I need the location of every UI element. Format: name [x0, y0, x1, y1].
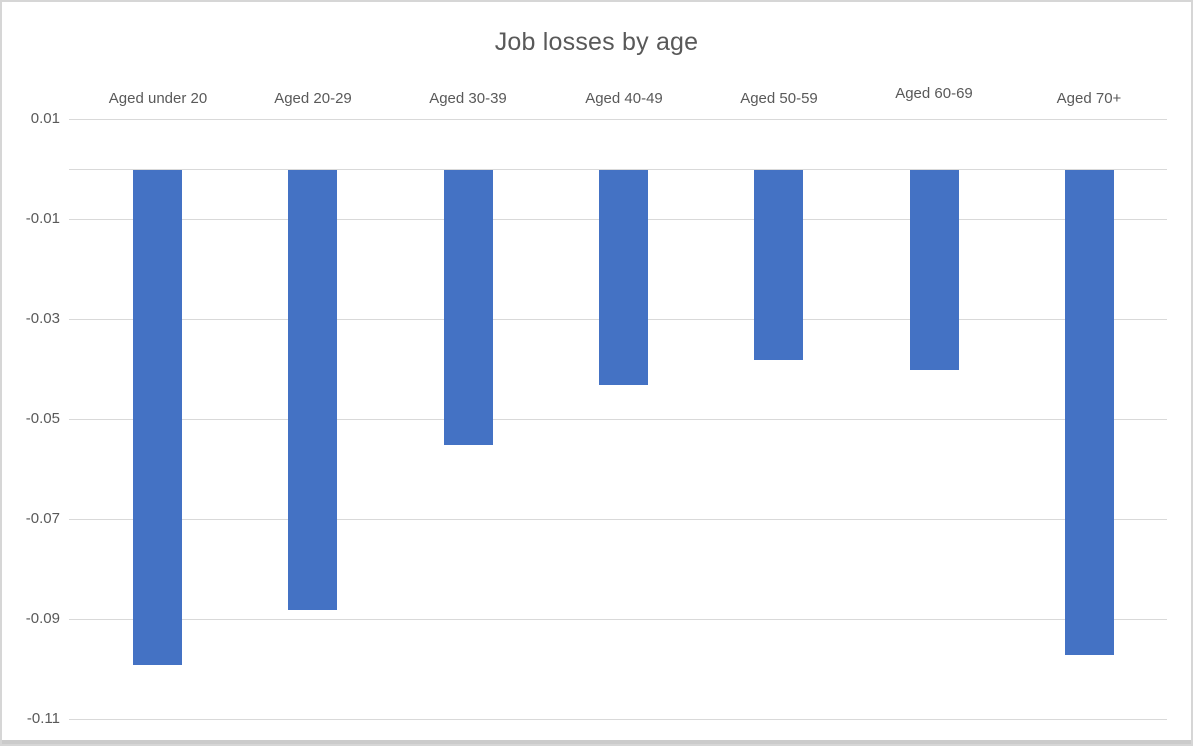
gridline: [69, 619, 1167, 620]
gridline: [69, 419, 1167, 420]
bar-2: [444, 170, 493, 445]
y-axis-tick-label: -0.03: [25, 310, 60, 327]
category-label: Aged 30-39: [429, 90, 507, 107]
bar-1: [288, 170, 337, 610]
bar-3: [599, 170, 648, 385]
chart-title: Job losses by age: [494, 28, 699, 56]
y-axis-tick-label: -0.07: [25, 510, 60, 527]
window-bottom-edge: [2, 740, 1191, 744]
bar-5: [910, 170, 959, 370]
category-label: Aged under 20: [108, 90, 208, 107]
category-label: Aged 70+: [1056, 90, 1122, 107]
y-axis-tick-label: 0.01: [30, 110, 60, 127]
gridline: [69, 719, 1167, 720]
gridline: [69, 119, 1167, 120]
y-axis-tick-label: -0.05: [25, 410, 60, 427]
category-label: Aged 20-29: [274, 90, 352, 107]
y-axis-tick-label: -0.09: [25, 610, 60, 627]
y-axis-tick-label: -0.01: [25, 210, 60, 227]
category-label: Aged 50-59: [740, 90, 818, 107]
gridline: [69, 519, 1167, 520]
bar-4: [754, 170, 803, 360]
category-label: Aged 40-49: [585, 90, 663, 107]
bar-6: [1065, 170, 1114, 655]
x-axis-zero-line: [69, 169, 1167, 170]
bar-0: [133, 170, 182, 665]
category-label: Aged 60-69: [895, 85, 973, 102]
y-axis-tick-label: -0.11: [26, 710, 60, 727]
